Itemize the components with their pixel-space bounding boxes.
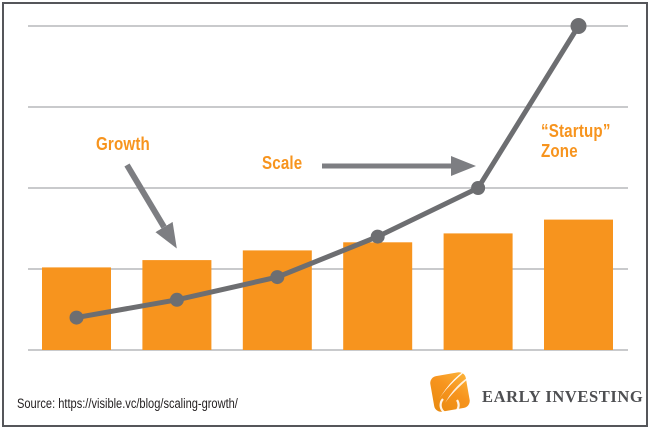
bar [42, 267, 111, 350]
source-text: Source: https://visible.vc/blog/scaling-… [17, 396, 238, 411]
line-point [69, 310, 84, 325]
growth-label: Growth [96, 134, 150, 154]
line-series [69, 18, 587, 325]
early-investing-logo-icon [430, 366, 474, 415]
bar [343, 242, 413, 350]
line-point [570, 18, 587, 34]
line-point [169, 292, 184, 307]
brand-name: EARLY INVESTING [482, 387, 644, 406]
line-point [370, 229, 385, 244]
annotation-arrows [124, 156, 476, 249]
growth-arrow-icon [124, 163, 177, 249]
line-point [270, 270, 285, 285]
startup-zone-line2: Zone [541, 141, 578, 161]
line-point [471, 181, 486, 195]
bar-series [42, 219, 613, 350]
gridlines [28, 25, 628, 351]
bar [443, 233, 513, 350]
startup-zone-line1: “Startup” [541, 121, 611, 141]
bar [544, 219, 613, 350]
trend-line [76, 24, 581, 321]
startup-zone-label: “Startup” Zone [541, 121, 611, 161]
scale-label: Scale [262, 153, 303, 173]
